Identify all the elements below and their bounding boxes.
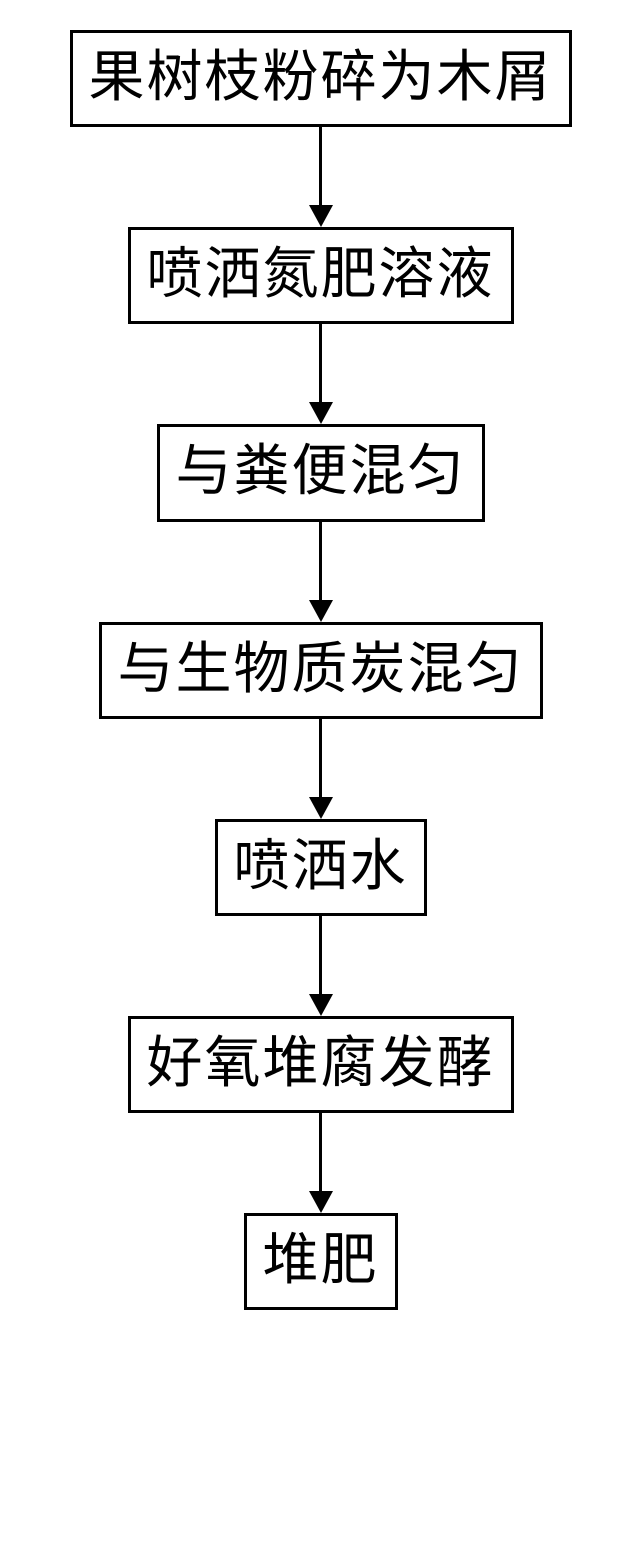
arrow-line xyxy=(319,719,322,797)
flowchart-arrow xyxy=(309,916,333,1016)
node-label: 堆肥 xyxy=(263,1228,379,1295)
node-label: 果树枝粉碎为木屑 xyxy=(89,45,553,112)
node-label: 喷洒水 xyxy=(234,834,408,901)
flowchart-arrow xyxy=(309,324,333,424)
flowchart-arrow xyxy=(309,719,333,819)
flowchart-node: 与粪便混匀 xyxy=(157,424,485,521)
node-label: 与生物质炭混匀 xyxy=(118,637,524,704)
arrow-head-icon xyxy=(309,402,333,424)
node-label: 喷洒氮肥溶液 xyxy=(147,242,495,309)
arrow-line xyxy=(319,324,322,402)
flowchart-node: 好氧堆腐发酵 xyxy=(128,1016,514,1113)
arrow-head-icon xyxy=(309,205,333,227)
node-label: 好氧堆腐发酵 xyxy=(147,1031,495,1098)
flowchart-container: 果树枝粉碎为木屑 喷洒氮肥溶液 与粪便混匀 与生物质炭混匀 喷洒水 好氧堆腐发酵… xyxy=(70,30,572,1310)
flowchart-node: 与生物质炭混匀 xyxy=(99,622,543,719)
arrow-head-icon xyxy=(309,1191,333,1213)
flowchart-arrow xyxy=(309,522,333,622)
arrow-line xyxy=(319,1113,322,1191)
flowchart-arrow xyxy=(309,127,333,227)
arrow-line xyxy=(319,127,322,205)
arrow-head-icon xyxy=(309,994,333,1016)
arrow-head-icon xyxy=(309,600,333,622)
flowchart-node: 堆肥 xyxy=(244,1213,398,1310)
flowchart-node: 果树枝粉碎为木屑 xyxy=(70,30,572,127)
flowchart-node: 喷洒氮肥溶液 xyxy=(128,227,514,324)
flowchart-arrow xyxy=(309,1113,333,1213)
flowchart-node: 喷洒水 xyxy=(215,819,427,916)
arrow-head-icon xyxy=(309,797,333,819)
arrow-line xyxy=(319,916,322,994)
node-label: 与粪便混匀 xyxy=(176,439,466,506)
arrow-line xyxy=(319,522,322,600)
